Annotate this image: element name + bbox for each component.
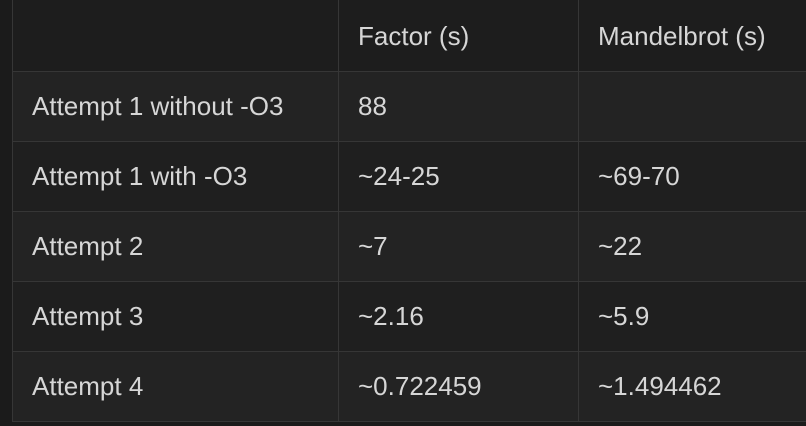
- header-cell-factor: Factor (s): [338, 0, 579, 72]
- row-label: Attempt 1 with -O3: [12, 141, 339, 212]
- row-label: Attempt 2: [12, 211, 339, 282]
- factor-value: 88: [338, 71, 579, 142]
- table-row: Attempt 1 without -O3 88: [12, 71, 806, 142]
- header-cell-mandelbrot: Mandelbrot (s): [578, 0, 806, 72]
- table-row: Attempt 3 ~2.16 ~5.9: [12, 281, 806, 352]
- results-table: Factor (s) Mandelbrot (s) Attempt 1 with…: [12, 0, 806, 422]
- mandelbrot-value: ~69-70: [578, 141, 806, 212]
- row-label: Attempt 4: [12, 351, 339, 422]
- results-table-container: Factor (s) Mandelbrot (s) Attempt 1 with…: [12, 0, 806, 426]
- header-row: Factor (s) Mandelbrot (s): [12, 0, 806, 72]
- factor-value: ~2.16: [338, 281, 579, 352]
- header-cell-label: [12, 0, 339, 72]
- table-body: Attempt 1 without -O3 88 Attempt 1 with …: [12, 71, 806, 422]
- mandelbrot-value: ~22: [578, 211, 806, 282]
- table-row: Attempt 2 ~7 ~22: [12, 211, 806, 282]
- table-header: Factor (s) Mandelbrot (s): [12, 0, 806, 72]
- factor-value: ~24-25: [338, 141, 579, 212]
- mandelbrot-value: ~1.494462: [578, 351, 806, 422]
- row-label: Attempt 3: [12, 281, 339, 352]
- table-row: Attempt 1 with -O3 ~24-25 ~69-70: [12, 141, 806, 212]
- mandelbrot-value: ~5.9: [578, 281, 806, 352]
- mandelbrot-value: [578, 71, 806, 142]
- factor-value: ~7: [338, 211, 579, 282]
- row-label: Attempt 1 without -O3: [12, 71, 339, 142]
- factor-value: ~0.722459: [338, 351, 579, 422]
- table-row: Attempt 4 ~0.722459 ~1.494462: [12, 351, 806, 422]
